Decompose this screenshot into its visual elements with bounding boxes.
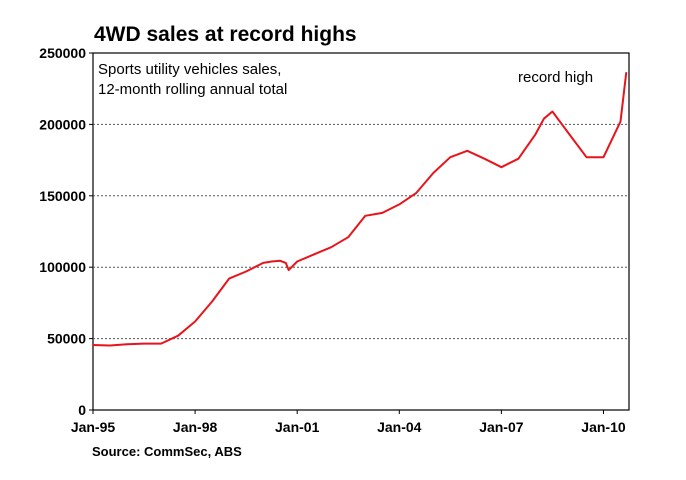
x-tick-label: Jan-95	[71, 419, 116, 435]
subtitle-line-2: 12-month rolling annual total	[98, 81, 287, 98]
series-line	[92, 72, 628, 347]
record-high-annotation: record high	[518, 69, 593, 86]
y-tick-label: 150000	[39, 188, 86, 204]
subtitle-line-1: Sports utility vehicles sales,	[98, 61, 281, 78]
grid-lines	[93, 123, 629, 340]
y-tick-label: 100000	[39, 259, 86, 275]
y-axis: 0 50000 100000 150000 200000 250000	[39, 45, 93, 418]
x-tick-label: Jan-10	[581, 419, 626, 435]
x-axis: Jan-95 Jan-98 Jan-01 Jan-04 Jan-07 Jan-10	[71, 410, 626, 435]
y-tick-label: 200000	[39, 116, 86, 132]
chart-title: 4WD sales at record highs	[94, 23, 357, 46]
x-tick-label: Jan-01	[275, 419, 320, 435]
y-tick-label: 50000	[47, 331, 86, 347]
source-note: Source: CommSec, ABS	[92, 444, 242, 459]
x-tick-label: Jan-04	[377, 419, 422, 435]
y-tick-label: 0	[78, 402, 86, 418]
x-tick-label: Jan-07	[479, 419, 524, 435]
plot-area	[92, 52, 630, 411]
x-tick-label: Jan-98	[173, 419, 218, 435]
y-tick-label: 250000	[39, 45, 86, 61]
